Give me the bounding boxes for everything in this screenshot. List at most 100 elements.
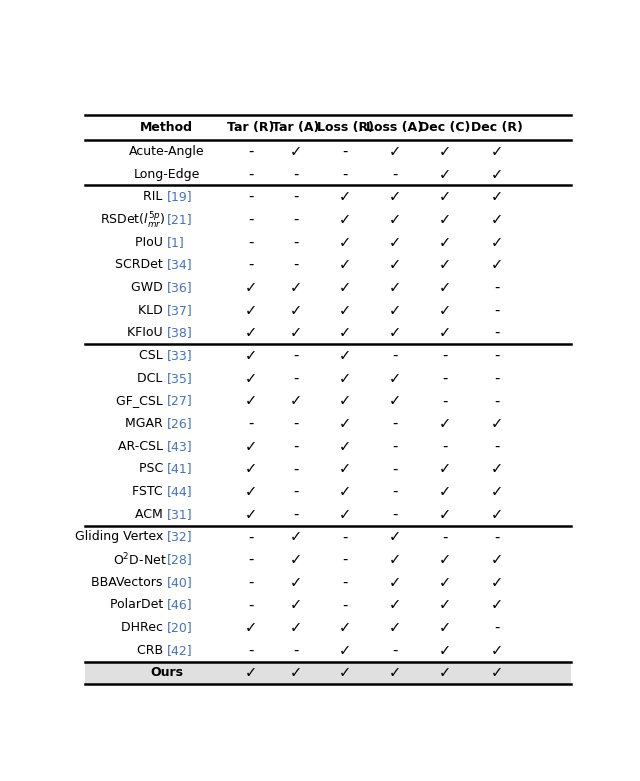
Text: ✓: ✓ <box>389 280 401 295</box>
Text: [42]: [42] <box>167 644 193 657</box>
Text: ✓: ✓ <box>245 620 257 635</box>
Text: ✓: ✓ <box>339 416 351 431</box>
Text: -: - <box>392 462 397 476</box>
Text: ✓: ✓ <box>438 643 451 658</box>
Text: ✓: ✓ <box>245 394 257 408</box>
Text: -: - <box>342 597 348 612</box>
Text: ✓: ✓ <box>389 394 401 408</box>
Text: -: - <box>342 144 348 159</box>
Text: DHRec: DHRec <box>121 621 167 634</box>
Text: ✓: ✓ <box>389 620 401 635</box>
Text: -: - <box>248 552 254 567</box>
Text: ✓: ✓ <box>339 212 351 227</box>
Text: ✓: ✓ <box>389 530 401 544</box>
Text: [41]: [41] <box>167 462 193 476</box>
Text: [20]: [20] <box>167 621 193 634</box>
Text: ✓: ✓ <box>389 325 401 341</box>
Text: ✓: ✓ <box>389 257 401 273</box>
Text: -: - <box>248 416 254 431</box>
Text: ✓: ✓ <box>490 212 503 227</box>
Text: ✓: ✓ <box>389 144 401 159</box>
Text: ✓: ✓ <box>290 575 302 590</box>
Text: -: - <box>494 530 499 544</box>
Text: -: - <box>494 280 499 295</box>
Text: ✓: ✓ <box>438 552 451 567</box>
Text: -: - <box>293 234 298 250</box>
Text: -: - <box>293 462 298 476</box>
Text: ✓: ✓ <box>339 439 351 454</box>
Text: ✓: ✓ <box>438 302 451 318</box>
Text: -: - <box>293 439 298 454</box>
Text: PolarDet: PolarDet <box>109 598 167 612</box>
Text: -: - <box>293 166 298 181</box>
Text: Loss (R): Loss (R) <box>317 121 374 134</box>
Text: ✓: ✓ <box>438 484 451 499</box>
Text: ✓: ✓ <box>290 665 302 680</box>
Text: -: - <box>442 348 447 363</box>
Text: BBAVectors: BBAVectors <box>92 576 167 589</box>
Text: ✓: ✓ <box>490 507 503 522</box>
Text: Dec (C): Dec (C) <box>419 121 470 134</box>
Text: ✓: ✓ <box>438 212 451 227</box>
Text: Long-Edge: Long-Edge <box>134 168 200 180</box>
Text: ✓: ✓ <box>490 643 503 658</box>
Text: -: - <box>342 552 348 567</box>
Text: ✓: ✓ <box>490 484 503 499</box>
Text: -: - <box>248 212 254 227</box>
Text: -: - <box>494 325 499 341</box>
Text: ✓: ✓ <box>389 552 401 567</box>
Text: Ours: Ours <box>150 666 183 679</box>
Text: -: - <box>442 439 447 454</box>
Text: ✓: ✓ <box>490 257 503 273</box>
Text: DCL: DCL <box>138 372 167 384</box>
Text: -: - <box>392 416 397 431</box>
Text: [27]: [27] <box>167 394 193 408</box>
Text: GF_CSL: GF_CSL <box>116 394 167 408</box>
Text: -: - <box>442 394 447 408</box>
Text: -: - <box>293 371 298 386</box>
Text: Method: Method <box>140 121 193 134</box>
Text: ✓: ✓ <box>245 325 257 341</box>
Text: AR-CSL: AR-CSL <box>118 440 167 453</box>
Text: O$^2$D-Net: O$^2$D-Net <box>113 551 167 568</box>
Text: [21]: [21] <box>167 213 193 226</box>
Text: ✓: ✓ <box>339 620 351 635</box>
Text: -: - <box>392 166 397 181</box>
Text: ✓: ✓ <box>389 665 401 680</box>
Text: -: - <box>392 439 397 454</box>
Text: ✓: ✓ <box>438 144 451 159</box>
Text: [46]: [46] <box>167 598 193 612</box>
Text: ✓: ✓ <box>438 325 451 341</box>
Text: ✓: ✓ <box>290 325 302 341</box>
Text: -: - <box>494 348 499 363</box>
Text: ✓: ✓ <box>438 234 451 250</box>
Text: ✓: ✓ <box>339 348 351 363</box>
Text: ✓: ✓ <box>245 280 257 295</box>
Text: RSDet($l_{mr}^{5p}$): RSDet($l_{mr}^{5p}$) <box>100 209 167 230</box>
Text: ✓: ✓ <box>290 530 302 544</box>
Text: ✓: ✓ <box>245 507 257 522</box>
Text: ✓: ✓ <box>245 462 257 476</box>
Text: ✓: ✓ <box>490 665 503 680</box>
Text: ✓: ✓ <box>245 371 257 386</box>
Text: ✓: ✓ <box>339 371 351 386</box>
Text: -: - <box>248 189 254 204</box>
Text: Dec (R): Dec (R) <box>470 121 523 134</box>
Text: ✓: ✓ <box>339 484 351 499</box>
Text: -: - <box>248 257 254 273</box>
Text: ✓: ✓ <box>490 575 503 590</box>
Text: Tar (A): Tar (A) <box>272 121 319 134</box>
Text: [38]: [38] <box>167 326 193 339</box>
Text: -: - <box>293 484 298 499</box>
Text: [34]: [34] <box>167 259 193 271</box>
Text: ✓: ✓ <box>245 348 257 363</box>
Text: ✓: ✓ <box>438 575 451 590</box>
Text: [36]: [36] <box>167 281 193 294</box>
Text: -: - <box>293 257 298 273</box>
Text: -: - <box>442 530 447 544</box>
Text: ✓: ✓ <box>245 302 257 318</box>
Text: -: - <box>494 620 499 635</box>
Text: ✓: ✓ <box>438 257 451 273</box>
Text: ✓: ✓ <box>438 462 451 476</box>
Text: ✓: ✓ <box>490 552 503 567</box>
